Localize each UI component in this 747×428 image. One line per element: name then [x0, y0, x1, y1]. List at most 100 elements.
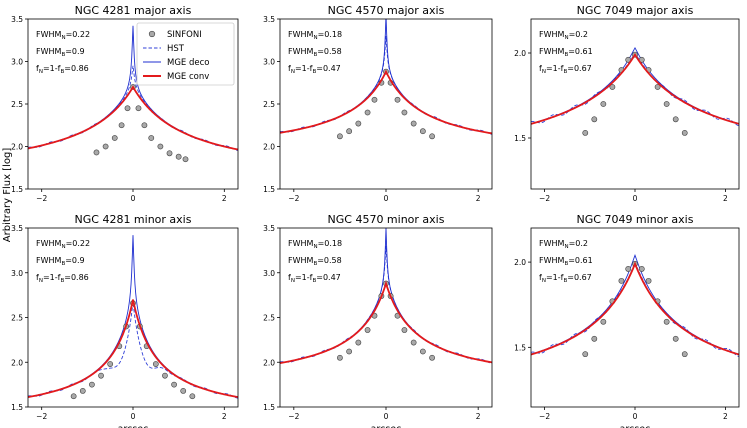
- sinfoni-point: [609, 84, 616, 90]
- sinfoni-point: [394, 96, 401, 103]
- sinfoni-point: [681, 351, 688, 358]
- mge-conv-series-line: [531, 53, 739, 125]
- x-tick-label: 2: [222, 412, 227, 421]
- annotation-value: =0.47: [316, 273, 341, 282]
- mge-conv-series-line: [280, 69, 492, 135]
- annotation-value: =0.2: [569, 30, 588, 39]
- panel-4: NGC 4281 minor axis 1.5 2.0 2.5 3.0 3.5 −2 0 2 FW…: [11, 213, 239, 428]
- x-tick-label: 2: [723, 412, 728, 421]
- panel-title: NGC 7049 major axis: [577, 4, 694, 17]
- annotation-value: =0.61: [568, 256, 593, 265]
- sinfoni-point: [364, 327, 371, 333]
- hst-series-line: [280, 245, 492, 364]
- annotation-symbol: f: [36, 273, 39, 282]
- annotation-value: =0.61: [568, 47, 593, 56]
- annotation-subscript: N: [61, 35, 65, 41]
- y-tick-label: 1.5: [514, 343, 526, 352]
- annotation-symbol: FWHM: [539, 30, 565, 39]
- sinfoni-point: [124, 105, 131, 112]
- panel-title: NGC 4281 major axis: [75, 4, 192, 17]
- annotation-value: =0.67: [567, 273, 592, 282]
- sinfoni-point: [681, 129, 688, 136]
- sinfoni-point: [401, 327, 408, 333]
- annotation-symbol: FWHM: [288, 47, 314, 56]
- y-tick-label: 2.0: [263, 143, 275, 152]
- x-tick-label: 0: [633, 194, 638, 203]
- sinfoni-point: [89, 381, 95, 388]
- mge-conv-series-line: [280, 280, 492, 364]
- x-axis-label: arcsec: [118, 424, 149, 428]
- sinfoni-point: [118, 122, 125, 129]
- sinfoni-point: [346, 128, 353, 135]
- annotation-subscript: B: [564, 52, 568, 58]
- sinfoni-point: [672, 335, 679, 342]
- sinfoni-point: [157, 143, 164, 150]
- annotation-symbol: FWHM: [539, 47, 565, 56]
- sinfoni-point: [182, 156, 189, 163]
- y-tick-label: 2.5: [263, 100, 275, 109]
- sinfoni-point: [638, 266, 645, 272]
- sinfoni-point: [591, 335, 598, 342]
- annotation-text: FWHMB=0.58: [288, 256, 342, 267]
- sinfoni-point: [141, 122, 148, 129]
- annotation-text: fN=1-fB=0.67: [539, 64, 592, 75]
- annotation-subscript: N: [291, 278, 295, 284]
- annotation-subscript: B: [61, 52, 65, 58]
- sinfoni-point: [371, 96, 378, 103]
- x-tick-label: 0: [131, 412, 136, 421]
- annotation-symbol: FWHM: [539, 239, 565, 248]
- annotation-subscript: N: [542, 278, 546, 284]
- annotation-subscript: N: [39, 278, 43, 284]
- sinfoni-point: [107, 361, 114, 367]
- annotation-value: =1-f: [546, 273, 564, 282]
- y-tick-label: 2.0: [514, 49, 526, 58]
- sinfoni-point: [600, 318, 607, 325]
- annotation-subscript: B: [563, 69, 567, 75]
- x-tick-label: −2: [288, 412, 299, 421]
- legend-label: SINFONI: [167, 30, 202, 40]
- sinfoni-point: [171, 381, 177, 388]
- x-tick-label: −2: [288, 194, 299, 203]
- sinfoni-point: [645, 277, 652, 284]
- axes-frame: [279, 227, 493, 408]
- x-tick-label: 0: [384, 412, 389, 421]
- annotation-value: =0.18: [318, 30, 343, 39]
- sinfoni-point: [79, 387, 86, 394]
- plot-area: [531, 46, 739, 136]
- sinfoni-point: [663, 318, 670, 325]
- annotation-subscript: B: [61, 261, 65, 267]
- annotation-text: FWHMN=0.18: [288, 239, 342, 250]
- legend: SINFONI HST MGE deco MGE conv: [136, 22, 235, 86]
- annotation-symbol: FWHM: [36, 47, 62, 56]
- annotation-text: fN=1-fB=0.47: [288, 273, 341, 284]
- annotation-symbol: FWHM: [539, 256, 565, 265]
- sinfoni-point: [429, 354, 435, 361]
- annotation-subscript: B: [563, 278, 567, 284]
- plot-area: [28, 235, 238, 400]
- sinfoni-point: [600, 101, 607, 107]
- annotation-symbol: f: [539, 64, 542, 73]
- sinfoni-point: [364, 109, 371, 116]
- y-tick-label: 2.0: [11, 143, 23, 152]
- annotation-subscript: B: [313, 261, 317, 267]
- panel-title: NGC 7049 minor axis: [577, 213, 694, 226]
- annotation-value: =1-f: [546, 64, 564, 73]
- panel-title: NGC 4281 minor axis: [75, 213, 192, 226]
- axes-frame: [27, 227, 239, 408]
- y-tick-label: 2.0: [263, 358, 275, 367]
- sinfoni-point: [70, 393, 77, 400]
- y-tick-label: 3.0: [11, 58, 23, 67]
- annotation-subscript: B: [313, 52, 317, 58]
- mge-conv-series-line: [28, 85, 238, 151]
- x-tick-label: −2: [539, 194, 550, 203]
- sinfoni-point: [175, 153, 182, 160]
- sinfoni-point: [337, 354, 343, 361]
- annotation-text: FWHMB=0.61: [539, 256, 593, 267]
- y-tick-label: 2.5: [11, 100, 23, 109]
- annotation-subscript: N: [313, 35, 317, 41]
- y-tick-label: 2.0: [514, 258, 526, 267]
- annotation-subscript: N: [39, 69, 43, 75]
- annotation-text: FWHMN=0.18: [288, 30, 342, 41]
- sinfoni-point: [166, 150, 173, 157]
